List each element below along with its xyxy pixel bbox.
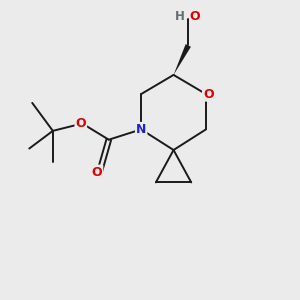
Text: O: O <box>92 166 102 178</box>
Text: O: O <box>76 117 86 130</box>
Text: N: N <box>136 123 146 136</box>
Polygon shape <box>174 44 191 75</box>
Text: O: O <box>189 10 200 22</box>
Text: O: O <box>203 88 214 100</box>
Text: H: H <box>175 10 185 22</box>
